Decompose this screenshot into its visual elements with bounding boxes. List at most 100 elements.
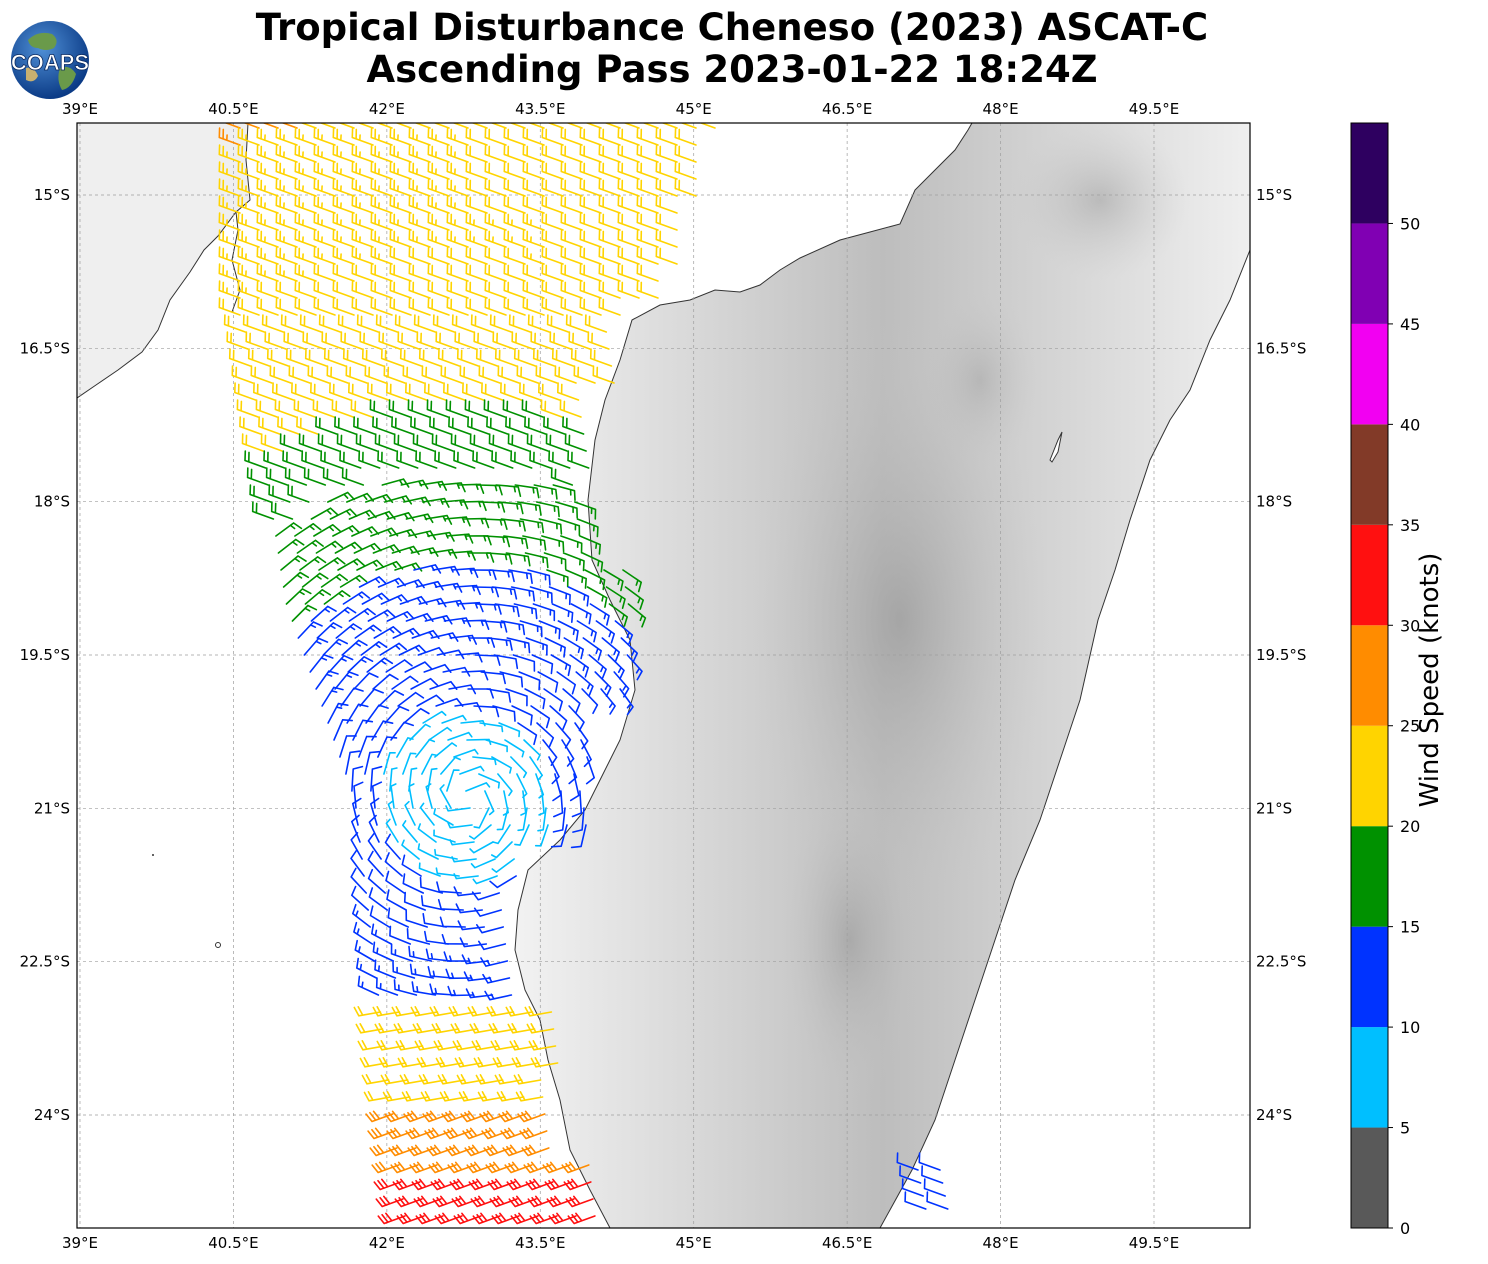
wind-barb bbox=[228, 348, 252, 367]
wind-barb bbox=[320, 573, 348, 588]
wind-barb bbox=[560, 229, 583, 248]
wind-barb bbox=[497, 365, 520, 384]
wind-barb bbox=[403, 891, 426, 911]
lon-tick-label-top: 39°E bbox=[62, 100, 98, 118]
wind-barb bbox=[484, 297, 507, 316]
wind-barb bbox=[516, 365, 539, 384]
wind-barb bbox=[636, 246, 659, 265]
colorbar-bin bbox=[1351, 123, 1388, 224]
wind-barb bbox=[367, 832, 382, 860]
wind-barb bbox=[655, 178, 678, 197]
wind-barb bbox=[562, 552, 585, 572]
wind-barb bbox=[389, 767, 398, 792]
wind-barb bbox=[655, 229, 678, 248]
wind-barb bbox=[579, 297, 602, 316]
wind-barb bbox=[598, 178, 621, 197]
wind-barb bbox=[896, 1152, 919, 1171]
wind-barb bbox=[481, 382, 504, 401]
wind-barb bbox=[535, 365, 558, 384]
wind-barb bbox=[256, 212, 279, 231]
wind-barb bbox=[443, 1127, 472, 1140]
wind-barb bbox=[581, 688, 599, 715]
wind-barb bbox=[491, 756, 512, 774]
chart-title-line1: Tropical Disturbance Cheneso (2023) ASCA… bbox=[255, 6, 1209, 49]
wind-barb bbox=[251, 501, 275, 520]
wind-barb bbox=[541, 263, 564, 282]
wind-barb bbox=[512, 654, 536, 672]
wind-barb bbox=[481, 1127, 510, 1140]
wind-barb bbox=[508, 314, 532, 333]
wind-barb bbox=[367, 609, 396, 622]
wind-barb bbox=[503, 229, 526, 248]
wind-barb bbox=[543, 552, 567, 570]
wind-barb bbox=[522, 246, 545, 265]
wind-barb bbox=[453, 886, 481, 897]
wind-barb bbox=[275, 280, 298, 299]
wind-barb bbox=[367, 1127, 396, 1140]
wind-barb bbox=[548, 586, 571, 606]
wind-barb bbox=[486, 688, 512, 703]
wind-barb bbox=[405, 1127, 434, 1140]
wind-barb bbox=[510, 756, 528, 779]
wind-barb bbox=[302, 331, 325, 350]
wind-barb bbox=[530, 331, 553, 350]
wind-barb bbox=[440, 756, 461, 775]
lat-tick-label-left: 19.5°S bbox=[20, 646, 70, 664]
wind-barb bbox=[340, 331, 363, 350]
wind-barb bbox=[446, 229, 469, 248]
wind-barb bbox=[244, 450, 267, 469]
wind-barb bbox=[538, 620, 561, 640]
wind-barb bbox=[275, 144, 298, 163]
wind-barb bbox=[418, 862, 441, 877]
wind-barb bbox=[569, 773, 580, 802]
wind-barb bbox=[389, 925, 412, 945]
wind-barb bbox=[519, 382, 542, 401]
wind-barb bbox=[555, 501, 578, 519]
wind-barb bbox=[328, 654, 354, 673]
wind-barb bbox=[365, 1110, 394, 1123]
wind-barb bbox=[413, 1195, 442, 1208]
wind-barb bbox=[494, 603, 520, 618]
wind-barb bbox=[339, 574, 368, 588]
wind-barb bbox=[522, 297, 545, 316]
wind-barb bbox=[402, 873, 424, 894]
wind-barb bbox=[579, 161, 602, 180]
wind-barb bbox=[370, 195, 393, 214]
wind-barb bbox=[388, 1144, 417, 1157]
wind-barb bbox=[272, 382, 295, 401]
wind-barb bbox=[484, 161, 507, 180]
wind-barb bbox=[575, 671, 594, 696]
wind-barb bbox=[401, 839, 420, 860]
wind-barb bbox=[408, 280, 431, 299]
wind-barb bbox=[617, 195, 640, 214]
wind-barb bbox=[562, 416, 585, 435]
wind-barb bbox=[598, 229, 621, 248]
wind-barb bbox=[480, 671, 506, 685]
wind-barb bbox=[525, 1178, 554, 1191]
wind-barb bbox=[605, 586, 626, 609]
wind-barb bbox=[307, 365, 330, 384]
wind-barb bbox=[335, 623, 363, 639]
wind-barb bbox=[331, 399, 354, 418]
colorbar-tick-label: 50 bbox=[1400, 214, 1420, 233]
wind-barb bbox=[294, 297, 317, 316]
wind-barb bbox=[543, 688, 563, 712]
wind-barb bbox=[294, 280, 317, 299]
lat-tick-label-right: 16.5°S bbox=[1256, 339, 1306, 357]
wind-barb bbox=[484, 195, 507, 214]
wind-barb bbox=[579, 127, 602, 146]
wind-barb bbox=[447, 822, 473, 829]
wind-barb bbox=[460, 1110, 489, 1123]
wind-barb bbox=[313, 229, 336, 248]
wind-barb bbox=[408, 144, 431, 163]
wind-barb bbox=[538, 382, 561, 401]
wind-barb bbox=[617, 280, 640, 299]
wind-barb bbox=[378, 689, 405, 707]
wind-barb bbox=[923, 1178, 946, 1197]
wind-barb bbox=[465, 263, 488, 282]
wind-barb bbox=[484, 790, 495, 816]
wind-barb bbox=[607, 654, 625, 680]
wind-barb bbox=[594, 671, 612, 697]
wind-barb bbox=[415, 738, 436, 758]
lat-tick-label-right: 22.5°S bbox=[1256, 953, 1306, 971]
